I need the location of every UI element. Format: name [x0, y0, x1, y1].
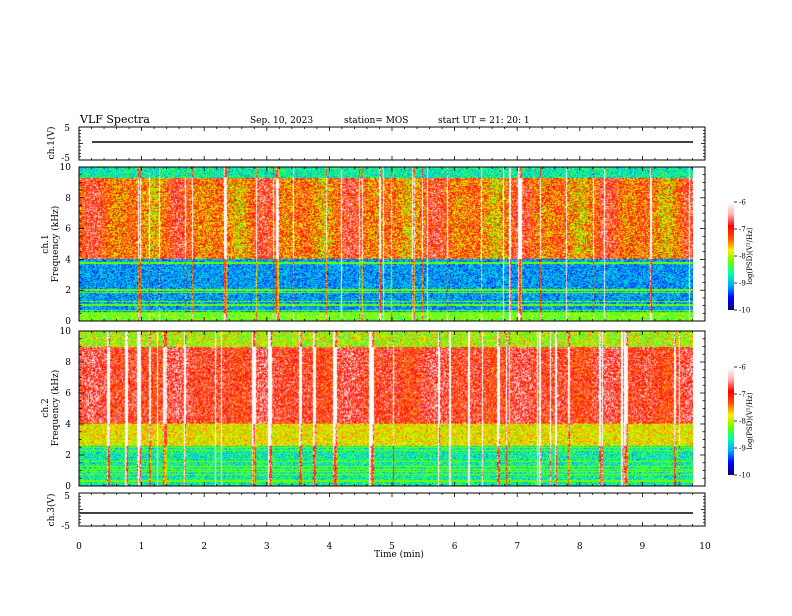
colorbar-tick-label: -10 [739, 472, 750, 480]
ch1-waveform-panel [78, 126, 706, 161]
ch2-spectrogram [79, 331, 693, 486]
colorbar-tick-label: -7 [739, 391, 746, 399]
colorbar-tick-label: -8 [739, 253, 746, 261]
x-tick-label: 2 [201, 542, 207, 552]
ch1-ytick-min: -5 [61, 154, 70, 164]
y-tick-label: 2 [65, 286, 71, 296]
axis-ticks [78, 126, 737, 527]
x-tick-label: 0 [76, 542, 82, 552]
y-tick-label: 0 [65, 482, 71, 492]
station-label: station= MOS [344, 116, 408, 126]
colorbar-tick-label: -10 [739, 307, 750, 315]
figure-title: VLF Spectra [79, 113, 150, 126]
ch3-ytick-max: 5 [64, 492, 70, 502]
ch3-waveform-panel [78, 492, 706, 527]
x-tick-label: 9 [640, 542, 646, 552]
y-tick-label: 0 [65, 317, 71, 327]
date-label: Sep. 10, 2023 [250, 116, 313, 126]
colorbar-tick-label: -7 [739, 226, 746, 234]
x-axis-label: Time (min) [374, 549, 424, 560]
x-tick-label: 4 [327, 542, 333, 552]
ch1-colorbar-label: log(PSD)(V²/Hz) [746, 227, 754, 284]
y-tick-label: 10 [60, 163, 72, 173]
ch1-spectrum-ylabel: ch.1Frequency (kHz) [41, 206, 61, 283]
ch2-colorbar [728, 367, 734, 475]
y-tick-label: 8 [65, 358, 71, 368]
x-tick-label: 10 [699, 542, 711, 552]
colorbar-tick-label: -9 [739, 445, 746, 453]
colorbar-tick-label: -6 [739, 364, 746, 372]
x-tick-label: 7 [514, 542, 520, 552]
colorbar-tick-label: -8 [739, 418, 746, 426]
x-tick-label: 1 [139, 542, 145, 552]
colorbar-tick-label: -6 [739, 199, 746, 207]
x-tick-label: 6 [452, 542, 458, 552]
ch2-colorbar-label: log(PSD)(V²/Hz) [746, 392, 754, 449]
y-tick-label: 4 [65, 420, 71, 430]
y-tick-label: 6 [65, 225, 71, 235]
ch1-ytick-max: 5 [64, 124, 70, 134]
ch3-waveform-ylabel: ch.3(V) [46, 494, 57, 527]
ch2-spectrum-ylabel: ch.2Frequency (kHz) [41, 370, 61, 447]
y-tick-label: 4 [65, 255, 71, 265]
x-tick-label: 3 [264, 542, 270, 552]
colorbar-tick-label: -9 [739, 280, 746, 288]
x-tick-label: 8 [577, 542, 583, 552]
axis-tick-labels: 0 1 2 3 4 5 6 7 8 9 1010864201086420-6-7-8-9-10-6-… [60, 163, 751, 552]
y-tick-label: 6 [65, 389, 71, 399]
y-tick-label: 10 [60, 327, 72, 337]
ch3-ytick-min: -5 [61, 522, 70, 532]
y-tick-label: 2 [65, 451, 71, 461]
start-ut-label: start UT = 21: 20: 1 [438, 116, 530, 126]
y-tick-label: 8 [65, 194, 71, 204]
ch1-waveform-ylabel: ch.1(V) [46, 127, 57, 160]
ch1-spectrogram [79, 167, 693, 321]
x-tick-label: 5 [389, 542, 395, 552]
ch1-colorbar [728, 202, 734, 310]
